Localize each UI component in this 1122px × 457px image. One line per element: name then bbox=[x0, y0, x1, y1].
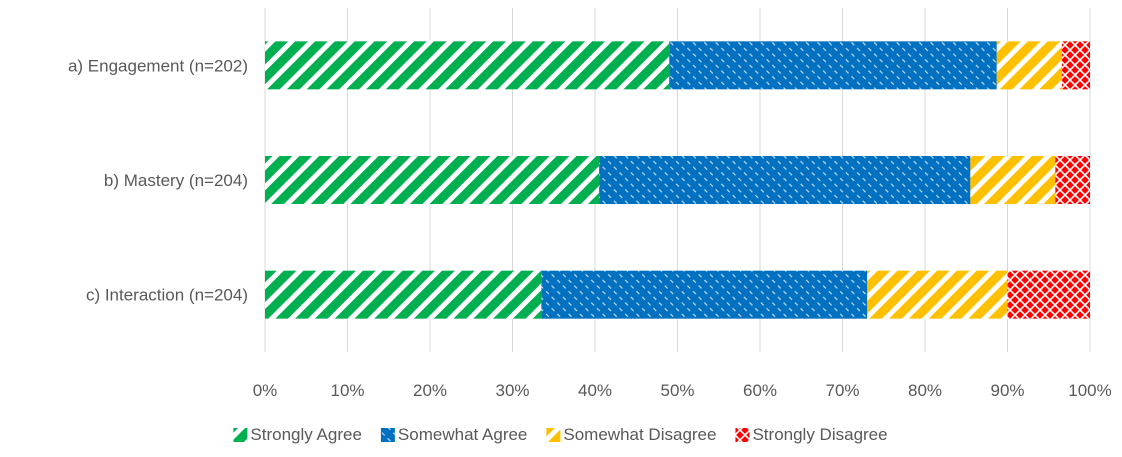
legend-swatch-somewhat-agree bbox=[380, 428, 395, 442]
legend-swatch-strongly-disagree bbox=[735, 428, 750, 442]
bars bbox=[265, 41, 1090, 319]
category-labels: a) Engagement (n=202) b) Mastery (n=204) c… bbox=[68, 56, 248, 304]
bar-somewhat-disagree bbox=[996, 41, 1062, 90]
legend-swatch-strongly-agree bbox=[233, 428, 248, 442]
bar-strongly-agree bbox=[265, 270, 542, 319]
bar-somewhat-agree bbox=[599, 156, 971, 204]
x-tick-label: 90% bbox=[990, 381, 1024, 400]
legend-label: Somewhat Disagree bbox=[563, 425, 716, 444]
x-tick-label: 10% bbox=[330, 381, 364, 400]
bar-somewhat-disagree bbox=[970, 156, 1056, 204]
legend: Strongly Agree Somewhat Agree Somewhat Dis… bbox=[233, 425, 888, 444]
x-axis-tick-labels: 0% 10% 20% 30% 40% 50% 60% 70% 80% 90% 100% bbox=[253, 381, 1112, 400]
legend-swatch-somewhat-disagree bbox=[546, 428, 561, 442]
x-tick-label: 60% bbox=[743, 381, 777, 400]
x-tick-label: 80% bbox=[908, 381, 942, 400]
x-tick-label: 70% bbox=[825, 381, 859, 400]
bar-somewhat-agree bbox=[669, 41, 997, 90]
bar-somewhat-disagree bbox=[867, 270, 1008, 319]
x-tick-label: 40% bbox=[578, 381, 612, 400]
bar-strongly-agree bbox=[265, 156, 600, 204]
x-tick-label: 0% bbox=[253, 381, 278, 400]
category-label: c) Interaction (n=204) bbox=[86, 286, 248, 305]
x-tick-label: 50% bbox=[660, 381, 694, 400]
x-tick-label: 100% bbox=[1068, 381, 1111, 400]
bar-strongly-disagree bbox=[1061, 41, 1090, 90]
bar-strongly-disagree bbox=[1055, 156, 1090, 204]
legend-label: Somewhat Agree bbox=[398, 425, 527, 444]
x-tick-label: 20% bbox=[413, 381, 447, 400]
legend-label: Strongly Disagree bbox=[752, 425, 887, 444]
bar-strongly-disagree bbox=[1007, 270, 1090, 319]
bar-somewhat-agree bbox=[541, 270, 868, 319]
category-label: b) Mastery (n=204) bbox=[104, 171, 248, 190]
legend-label: Strongly Agree bbox=[250, 425, 362, 444]
bar-strongly-agree bbox=[265, 41, 670, 90]
x-tick-label: 30% bbox=[495, 381, 529, 400]
category-label: a) Engagement (n=202) bbox=[68, 56, 248, 75]
